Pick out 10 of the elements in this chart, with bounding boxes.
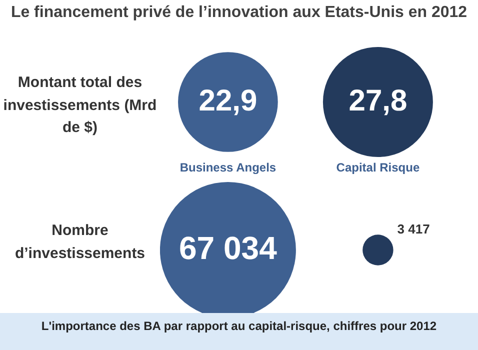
text: L'importance des BA par rapport au capital-risque, chiffres pour 2012: [40, 319, 438, 333]
category-label: Business Angels: [180, 160, 276, 174]
data-label: 27,8: [348, 84, 408, 118]
category-label: Capital Risque: [336, 160, 420, 174]
text: Montant total des investissements (Mrd de $): [2, 73, 158, 138]
data-label: 67 034: [179, 230, 278, 266]
text: Nombre d’investissements: [14, 221, 146, 264]
data-label: 3 417: [397, 222, 430, 237]
text: Le financement privé de l’innovation aux Etats-Unis en 2012: [10, 4, 468, 22]
data-label: 22,9: [198, 84, 258, 118]
